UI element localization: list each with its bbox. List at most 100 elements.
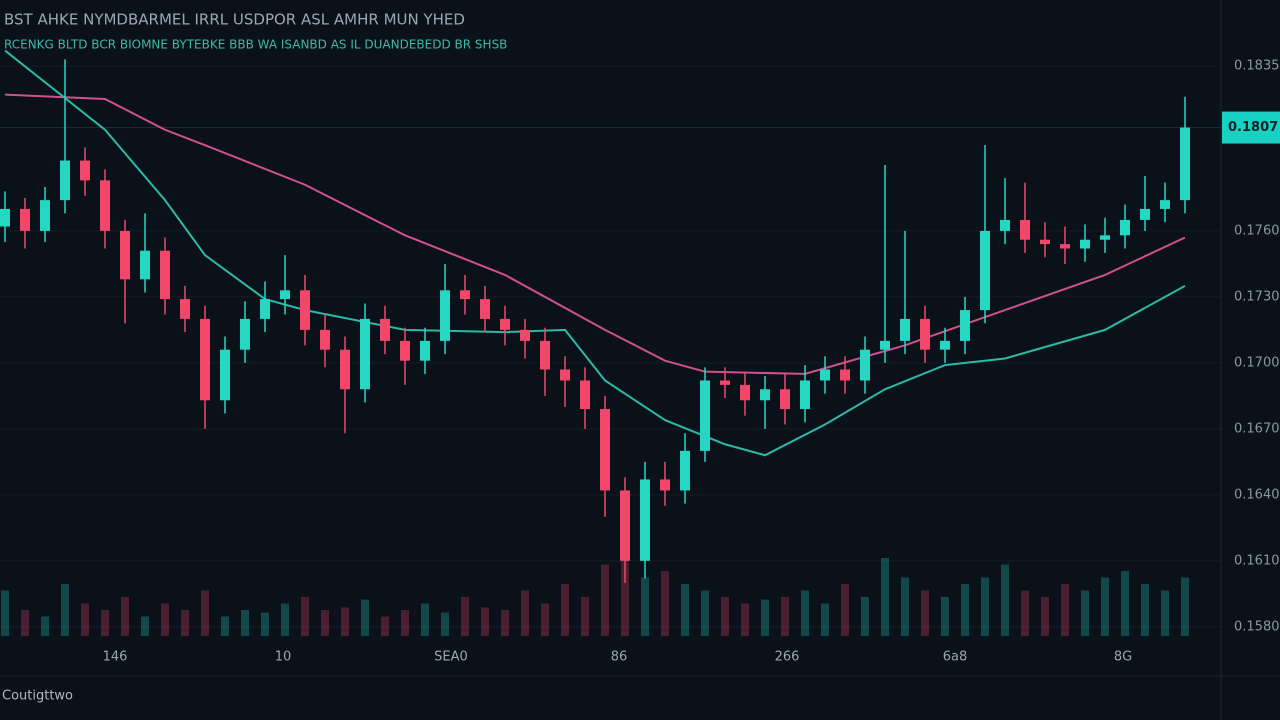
volume-bar [901,577,909,636]
volume-bar [561,584,569,636]
candle-body [360,318,370,390]
volume-bar [801,590,809,636]
candle-body [960,310,970,341]
candle-body [520,329,530,341]
candle-body [580,380,590,410]
volume-bar [281,603,289,636]
volume-bar [1141,584,1149,636]
candle-body [880,340,890,350]
candle-body [900,318,910,341]
volume-bar [261,612,269,636]
candle-body [380,318,390,341]
candle-body [1060,244,1070,249]
volume-bar [401,610,409,636]
y-tick-label: 0.1700 [1234,355,1280,370]
candle-body [300,290,310,330]
volume-bar [121,597,129,636]
candle-body [180,299,190,319]
candle-body [720,380,730,385]
volume-bar [761,599,769,636]
volume-bar [961,584,969,636]
candle-body [1120,219,1130,236]
candle-body [400,340,410,361]
volume-bar [241,610,249,636]
volume-bar [861,597,869,636]
candle-body [20,208,30,231]
volume-bar [781,597,789,636]
candle-body [500,318,510,330]
y-tick-label: 0.1670 [1234,421,1280,436]
volume-bar [101,610,109,636]
volume-bar [921,590,929,636]
volume-bar [541,603,549,636]
volume-bar [421,603,429,636]
candle-body [80,160,90,181]
volume-bar [1101,577,1109,636]
volume-bar [1041,597,1049,636]
candle-body [980,230,990,311]
volume-bar [221,616,229,636]
volume-bar [321,610,329,636]
volume-bar [481,607,489,636]
candle-body [480,299,490,319]
volume-bar [1161,590,1169,636]
volume-bar [701,590,709,636]
candle-body [760,389,770,401]
candle-body [800,380,810,410]
volume-bar [621,558,629,636]
y-tick-label: 0.1580 [1234,619,1280,634]
candle-body [1000,219,1010,231]
candle-body [1140,208,1150,220]
volume-bar [461,597,469,636]
volume-bar [581,597,589,636]
volume-bar [741,603,749,636]
candle-body [60,160,70,201]
candle-body [1020,219,1030,240]
volume-bar [1021,590,1029,636]
volume-bar [681,584,689,636]
candle-body [680,450,690,491]
candle-body [320,329,330,350]
candle-body [340,349,350,390]
volume-bar [661,571,669,636]
volume-bar [981,577,989,636]
x-tick-label: 10 [275,650,292,665]
candle-body [200,318,210,401]
candle-body [840,369,850,381]
volume-bar [1001,564,1009,636]
volume-bar [1081,590,1089,636]
candle-body [120,230,130,280]
candle-body [620,490,630,561]
x-tick-label: 86 [611,650,628,665]
candle-body [600,409,610,491]
y-tick-label: 0.1835 [1234,58,1280,73]
x-tick-label: 146 [103,650,128,665]
moving-average [4,49,1186,457]
moving-averages [4,49,1186,457]
candle-body [260,299,270,319]
candle-body [40,200,50,231]
candle-body [740,384,750,401]
candle-body [640,479,650,561]
volume-bar [41,616,49,636]
volume-bar [641,577,649,636]
volume-bar [1061,584,1069,636]
candle-body [1160,200,1170,209]
volume-bar [381,616,389,636]
candle-body [220,349,230,401]
volume-bar [881,558,889,636]
candle-body [660,479,670,491]
candle-body [280,290,290,300]
x-tick-label: 266 [775,650,800,665]
y-tick-label: 0.1730 [1234,289,1280,304]
x-tick-label: SEA0 [434,650,468,665]
moving-average [4,93,1186,375]
y-tick-label: 0.1610 [1234,553,1280,568]
candle-body [1080,239,1090,249]
x-tick-label: 6a8 [943,650,968,665]
volume-bar [161,603,169,636]
volume-bar [21,610,29,636]
y-tick-label: 0.1760 [1234,223,1280,238]
candle-body [700,380,710,451]
